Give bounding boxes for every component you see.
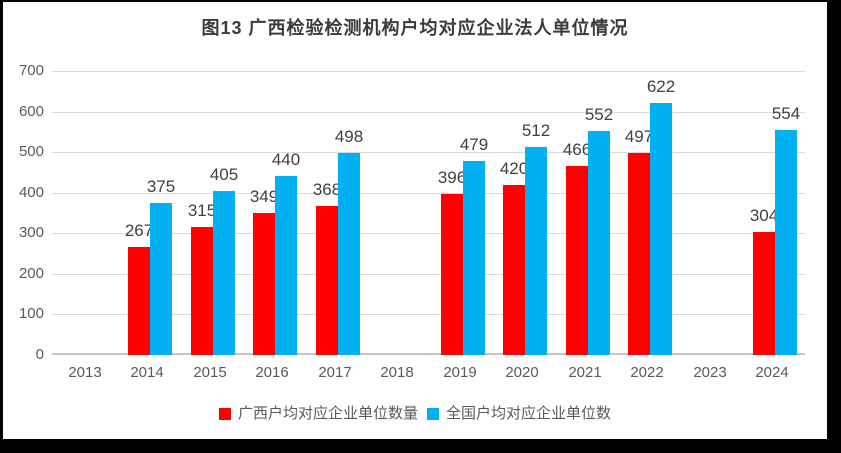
gridline-700 bbox=[52, 71, 805, 72]
bar-guangxi-2019 bbox=[441, 194, 463, 355]
bar-national-2021 bbox=[588, 131, 610, 355]
legend-label-guangxi: 广西户均对应企业单位数量 bbox=[237, 405, 418, 422]
data-label-national-2019: 479 bbox=[459, 135, 489, 154]
data-label-guangxi-2016: 349 bbox=[249, 187, 279, 206]
y-tick-400: 400 bbox=[18, 184, 44, 201]
bar-guangxi-2024 bbox=[753, 232, 775, 355]
x-tick-2023: 2023 bbox=[693, 364, 727, 381]
y-tick-600: 600 bbox=[18, 103, 44, 120]
y-tick-700: 700 bbox=[18, 62, 44, 79]
x-tick-2020: 2020 bbox=[505, 364, 539, 381]
bar-national-2024 bbox=[775, 130, 797, 355]
bar-guangxi-2014 bbox=[128, 247, 150, 355]
x-tick-2013: 2013 bbox=[68, 364, 102, 381]
bar-guangxi-2022 bbox=[628, 153, 650, 355]
y-tick-500: 500 bbox=[18, 143, 44, 160]
data-label-national-2022: 622 bbox=[646, 77, 676, 96]
bar-guangxi-2016 bbox=[253, 213, 275, 355]
bar-national-2017 bbox=[338, 153, 360, 355]
chart-title: 图13 广西检验检测机构户均对应企业法人单位情况 bbox=[201, 18, 629, 38]
x-tick-2018: 2018 bbox=[380, 364, 414, 381]
legend-item-national: 全国户均对应企业单位数 bbox=[427, 405, 611, 422]
bar-national-2019 bbox=[463, 161, 485, 355]
gridline-300 bbox=[52, 233, 805, 234]
bar-guangxi-2015 bbox=[191, 227, 213, 355]
y-tick-300: 300 bbox=[18, 224, 44, 241]
bar-national-2022 bbox=[650, 103, 672, 355]
x-tick-2016: 2016 bbox=[255, 364, 289, 381]
bar-guangxi-2021 bbox=[566, 166, 588, 355]
y-tick-100: 100 bbox=[18, 305, 44, 322]
data-label-national-2024: 554 bbox=[771, 104, 801, 123]
x-tick-2014: 2014 bbox=[130, 364, 164, 381]
data-label-guangxi-2022: 497 bbox=[624, 127, 654, 146]
gridline-600 bbox=[52, 112, 805, 113]
legend-label-national: 全国户均对应企业单位数 bbox=[446, 405, 612, 422]
data-label-national-2017: 498 bbox=[334, 127, 364, 146]
plot-area: 267 375 315 405 349 440 368 498 396 479 420 512 466 5… bbox=[52, 71, 805, 355]
bar-guangxi-2017 bbox=[316, 206, 338, 355]
legend: 广西户均对应企业单位数量 全国户均对应企业单位数 bbox=[3, 405, 827, 422]
gridline-500 bbox=[52, 152, 805, 153]
data-label-guangxi-2024: 304 bbox=[749, 206, 779, 225]
data-label-guangxi-2017: 368 bbox=[312, 180, 342, 199]
legend-swatch-national bbox=[427, 407, 439, 420]
legend-item-guangxi: 广西户均对应企业单位数量 bbox=[218, 405, 418, 422]
data-label-national-2015: 405 bbox=[209, 165, 239, 184]
data-label-national-2016: 440 bbox=[271, 150, 301, 169]
gridline-100 bbox=[52, 314, 805, 315]
bar-national-2014 bbox=[150, 203, 172, 355]
data-label-national-2014: 375 bbox=[146, 177, 176, 196]
x-tick-2019: 2019 bbox=[443, 364, 477, 381]
x-tick-2022: 2022 bbox=[630, 364, 664, 381]
bar-national-2020 bbox=[525, 147, 547, 355]
bar-national-2016 bbox=[275, 176, 297, 355]
data-label-guangxi-2021: 466 bbox=[562, 140, 592, 159]
data-label-guangxi-2014: 267 bbox=[124, 221, 154, 240]
bar-national-2015 bbox=[213, 191, 235, 355]
x-tick-2017: 2017 bbox=[318, 364, 352, 381]
gridline-400 bbox=[52, 193, 805, 194]
chart-canvas: 图13 广西检验检测机构户均对应企业法人单位情况 267 375 315 405 349… bbox=[3, 2, 827, 439]
x-tick-2024: 2024 bbox=[755, 364, 789, 381]
data-label-guangxi-2015: 315 bbox=[187, 201, 217, 220]
data-label-guangxi-2019: 396 bbox=[437, 168, 467, 187]
y-tick-0: 0 bbox=[35, 346, 44, 363]
x-tick-2015: 2015 bbox=[193, 364, 227, 381]
y-tick-200: 200 bbox=[18, 265, 44, 282]
data-label-national-2020: 512 bbox=[521, 121, 551, 140]
gridline-200 bbox=[52, 274, 805, 275]
data-label-national-2021: 552 bbox=[584, 105, 614, 124]
bar-guangxi-2020 bbox=[503, 185, 525, 355]
gridline-0 bbox=[52, 353, 805, 355]
x-tick-2021: 2021 bbox=[568, 364, 602, 381]
data-label-guangxi-2020: 420 bbox=[499, 159, 529, 178]
legend-swatch-guangxi bbox=[218, 407, 231, 420]
